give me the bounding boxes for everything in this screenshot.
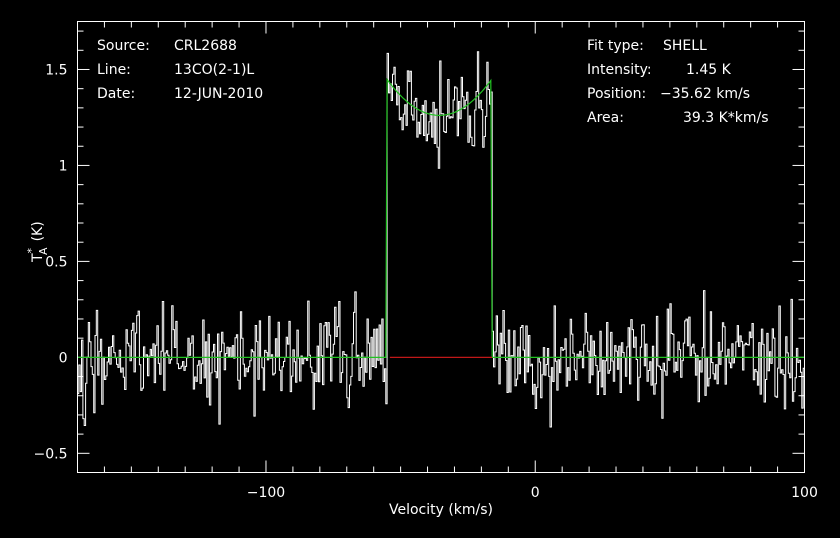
x-axis-label: Velocity (km/s) xyxy=(389,502,493,518)
source-info: Source: CRL2688 Line: 13CO(2-1)L Date: 1… xyxy=(97,38,263,102)
y-tick-label: 1 xyxy=(59,158,68,174)
area-value: 39.3 K*km/s xyxy=(683,110,769,126)
y-label-main: T xyxy=(30,253,46,263)
fit-info: Fit type: SHELL Intensity: 1.45 K Positi… xyxy=(587,38,769,126)
date-value: 12-JUN-2010 xyxy=(174,86,263,102)
y-label-unit: (K) xyxy=(30,221,46,241)
axis-ticks xyxy=(77,21,805,473)
area-key: Area: xyxy=(587,110,624,126)
spectrum-series xyxy=(77,51,805,428)
source-value: CRL2688 xyxy=(174,38,237,54)
fit-curve-series xyxy=(77,77,805,358)
line-key: Line: xyxy=(97,62,131,78)
date-key: Date: xyxy=(97,86,135,102)
svg-text:T*A(K): T*A (K) xyxy=(25,221,50,263)
axis-tick-labels: −100 0 100 −0.5 0 0.5 1 1.5 xyxy=(34,62,818,501)
plot-frame xyxy=(77,21,805,473)
y-tick-label: 1.5 xyxy=(45,62,67,78)
data-layer xyxy=(77,51,805,428)
intensity-value: 1.45 K xyxy=(686,62,732,78)
x-tick-label: 0 xyxy=(531,485,540,501)
line-value: 13CO(2-1)L xyxy=(174,62,254,78)
y-label-sub: A xyxy=(37,247,50,255)
y-axis-label: T*A (K) xyxy=(25,221,50,263)
fit-type-value: SHELL xyxy=(663,38,707,54)
y-tick-label: 0.5 xyxy=(45,254,67,270)
y-label-sup: * xyxy=(25,247,38,253)
y-tick-label: −0.5 xyxy=(34,446,68,462)
intensity-key: Intensity: xyxy=(587,62,652,78)
x-tick-label: −100 xyxy=(247,485,285,501)
fit-type-key: Fit type: xyxy=(587,38,644,54)
source-key: Source: xyxy=(97,38,150,54)
y-tick-label: 0 xyxy=(59,350,68,366)
position-key: Position: xyxy=(587,86,646,102)
x-tick-label: 100 xyxy=(791,485,818,501)
position-value: −35.62 km/s xyxy=(660,86,750,102)
